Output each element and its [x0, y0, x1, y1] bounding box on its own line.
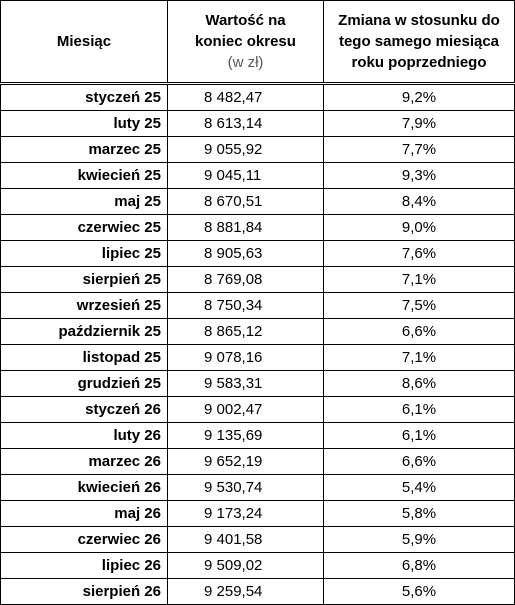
value-cell: 9 401,58: [167, 526, 324, 553]
value-cell: 9 259,54: [167, 578, 324, 605]
value-cell: 8 613,14: [167, 110, 324, 137]
value-cell: 9 509,02: [167, 552, 324, 579]
table-body: styczeń 25 8 482,47 9,2% luty 25 8 613,14 7,9…: [0, 83, 515, 605]
table-row: luty 25 8 613,14 7,9%: [0, 110, 515, 137]
table-row: luty 26 9 135,69 6,1%: [0, 422, 515, 449]
change-cell: 9,3%: [323, 162, 515, 189]
table-row: styczeń 26 9 002,47 6,1%: [0, 396, 515, 423]
change-cell: 6,1%: [323, 422, 515, 449]
month-cell: kwiecień 26: [0, 474, 168, 501]
month-cell: sierpień 26: [0, 578, 168, 605]
change-cell: 6,1%: [323, 396, 515, 423]
value-cell: 8 865,12: [167, 318, 324, 345]
value-cell: 8 482,47: [167, 83, 324, 111]
table-row: wrzesień 25 8 750,34 7,5%: [0, 292, 515, 319]
table-row: maj 26 9 173,24 5,8%: [0, 500, 515, 527]
table-row: styczeń 25 8 482,47 9,2%: [0, 83, 515, 111]
month-cell: luty 25: [0, 110, 168, 137]
change-cell: 8,4%: [323, 188, 515, 215]
change-cell: 6,6%: [323, 318, 515, 345]
change-cell: 7,1%: [323, 266, 515, 293]
table-row: kwiecień 25 9 045,11 9,3%: [0, 162, 515, 189]
change-cell: 8,6%: [323, 370, 515, 397]
month-cell: wrzesień 25: [0, 292, 168, 319]
month-cell: sierpień 25: [0, 266, 168, 293]
month-cell: maj 26: [0, 500, 168, 527]
table-row: kwiecień 26 9 530,74 5,4%: [0, 474, 515, 501]
value-cell: 8 670,51: [167, 188, 324, 215]
value-cell: 8 881,84: [167, 214, 324, 241]
value-cell: 9 078,16: [167, 344, 324, 371]
change-cell: 5,8%: [323, 500, 515, 527]
table-row: czerwiec 25 8 881,84 9,0%: [0, 214, 515, 241]
table-row: sierpień 25 8 769,08 7,1%: [0, 266, 515, 293]
month-cell: październik 25: [0, 318, 168, 345]
month-cell: grudzień 25: [0, 370, 168, 397]
value-cell: 9 045,11: [167, 162, 324, 189]
value-cell: 9 652,19: [167, 448, 324, 475]
header-line: tego samego miesiąca: [338, 33, 500, 50]
header-month: Miesiąc: [0, 0, 168, 85]
value-cell: 9 173,24: [167, 500, 324, 527]
month-cell: lipiec 26: [0, 552, 168, 579]
change-cell: 9,2%: [323, 83, 515, 111]
month-cell: marzec 25: [0, 136, 168, 163]
header-value: Wartość na koniec okresu (w zł): [167, 0, 324, 85]
value-cell: 8 750,34: [167, 292, 324, 319]
month-cell: styczeń 26: [0, 396, 168, 423]
change-cell: 7,6%: [323, 240, 515, 267]
change-cell: 7,1%: [323, 344, 515, 371]
header-line: Wartość na: [205, 12, 286, 29]
change-cell: 5,4%: [323, 474, 515, 501]
table-row: lipiec 25 8 905,63 7,6%: [0, 240, 515, 267]
table-row: sierpień 26 9 259,54 5,6%: [0, 578, 515, 605]
header-change: Zmiana w stosunku do tego samego miesiąc…: [323, 0, 515, 85]
table-row: listopad 25 9 078,16 7,1%: [0, 344, 515, 371]
month-cell: czerwiec 26: [0, 526, 168, 553]
month-cell: luty 26: [0, 422, 168, 449]
change-cell: 7,5%: [323, 292, 515, 319]
table-row: grudzień 25 9 583,31 8,6%: [0, 370, 515, 397]
table-row: czerwiec 26 9 401,58 5,9%: [0, 526, 515, 553]
month-cell: styczeń 25: [0, 83, 168, 111]
month-cell: listopad 25: [0, 344, 168, 371]
value-cell: 8 769,08: [167, 266, 324, 293]
value-cell: 9 583,31: [167, 370, 324, 397]
change-cell: 7,7%: [323, 136, 515, 163]
value-cell: 9 002,47: [167, 396, 324, 423]
month-cell: marzec 26: [0, 448, 168, 475]
value-cell: 9 530,74: [167, 474, 324, 501]
table-row: maj 25 8 670,51 8,4%: [0, 188, 515, 215]
change-cell: 5,9%: [323, 526, 515, 553]
change-cell: 9,0%: [323, 214, 515, 241]
change-cell: 6,6%: [323, 448, 515, 475]
month-cell: lipiec 25: [0, 240, 168, 267]
header-line: koniec okresu: [195, 33, 296, 50]
value-cell: 9 135,69: [167, 422, 324, 449]
month-cell: kwiecień 25: [0, 162, 168, 189]
table-row: marzec 25 9 055,92 7,7%: [0, 136, 515, 163]
header-line: roku poprzedniego: [351, 54, 487, 71]
change-cell: 5,6%: [323, 578, 515, 605]
month-cell: maj 25: [0, 188, 168, 215]
table-row: marzec 26 9 652,19 6,6%: [0, 448, 515, 475]
table-header: Miesiąc Wartość na koniec okresu (w zł) …: [0, 0, 515, 85]
value-cell: 8 905,63: [167, 240, 324, 267]
change-cell: 6,8%: [323, 552, 515, 579]
header-line: Zmiana w stosunku do: [338, 12, 500, 29]
value-cell: 9 055,92: [167, 136, 324, 163]
header-row: Miesiąc Wartość na koniec okresu (w zł) …: [0, 0, 515, 85]
header-unit: (w zł): [227, 54, 264, 71]
month-cell: czerwiec 25: [0, 214, 168, 241]
table-row: lipiec 26 9 509,02 6,8%: [0, 552, 515, 579]
table-row: październik 25 8 865,12 6,6%: [0, 318, 515, 345]
change-cell: 7,9%: [323, 110, 515, 137]
